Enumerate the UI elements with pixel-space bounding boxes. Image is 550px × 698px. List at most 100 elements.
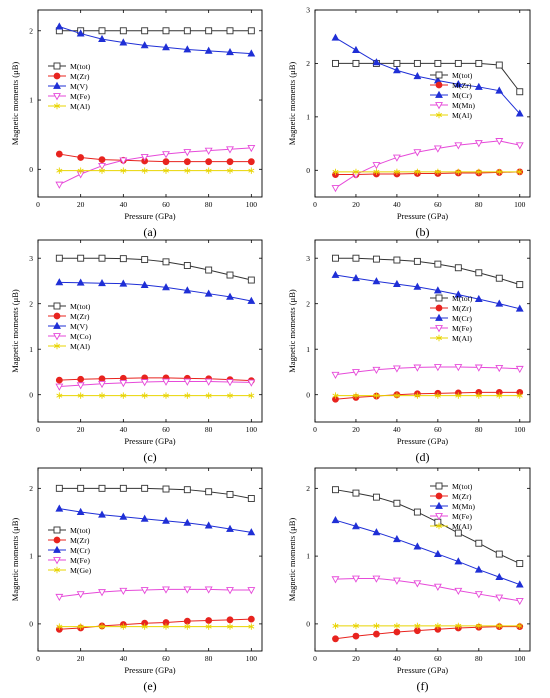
- data-point: [248, 392, 255, 399]
- data-point: [332, 622, 339, 630]
- data-point: [120, 167, 127, 174]
- series-line-3: [335, 274, 520, 310]
- data-point: [393, 256, 401, 264]
- data-point: [434, 59, 442, 67]
- x-tick-label: 40: [120, 200, 128, 209]
- data-point: [183, 586, 192, 594]
- legend-label: M(V): [70, 82, 88, 91]
- legend-marker: [435, 313, 443, 321]
- legend-marker: [435, 71, 443, 79]
- data-point: [495, 550, 503, 558]
- x-axis-label: Pressure (GPa): [124, 436, 175, 446]
- data-point: [205, 266, 213, 274]
- data-point: [77, 167, 84, 174]
- data-point: [392, 577, 401, 585]
- chart-panel-4: 0 20 40 60 80 100 0 1 2 3 Pressure (GPa) Magnetic m…: [287, 239, 531, 464]
- y-axis-label: Magnetic moments (μB): [10, 289, 20, 373]
- legend-label: M(Al): [70, 342, 90, 351]
- data-point: [55, 484, 63, 492]
- data-point: [372, 493, 380, 501]
- data-point: [352, 622, 359, 630]
- y-tick-label: 1: [29, 552, 33, 561]
- data-point: [98, 156, 106, 163]
- legend-marker: [54, 566, 60, 574]
- data-point: [162, 485, 170, 493]
- legend-label: M(tot): [452, 71, 473, 80]
- data-point: [393, 392, 400, 399]
- data-point: [140, 587, 149, 595]
- series-line-3: [335, 519, 520, 586]
- data-point: [455, 392, 462, 399]
- data-point: [474, 140, 483, 148]
- legend-marker: [435, 482, 443, 490]
- legend-marker: [435, 513, 443, 521]
- data-point: [98, 279, 106, 287]
- x-tick-label: 20: [77, 200, 85, 209]
- data-point: [495, 274, 503, 282]
- x-tick-label: 60: [162, 425, 170, 434]
- legend-entry: M(Mn): [430, 501, 475, 511]
- panel-label: (b): [416, 225, 430, 239]
- legend-label: M(Cr): [70, 546, 90, 555]
- data-point: [163, 167, 169, 174]
- data-point: [475, 269, 483, 277]
- data-point: [475, 59, 483, 67]
- data-point: [183, 518, 192, 526]
- chart-panel-2: 0 20 40 60 80 100 0 1 2 3 Pressure (GPa) Magnetic m…: [287, 6, 531, 239]
- legend-entry: M(Zr): [430, 81, 472, 90]
- legend-label: M(Cr): [452, 314, 472, 323]
- panel-label: (a): [143, 225, 156, 239]
- y-tick-label: 2: [29, 299, 33, 308]
- data-point: [515, 304, 524, 312]
- chart-panel-5: 0 20 40 60 80 100 0 1 2 Pressure (GPa) Magnetic mo…: [10, 467, 263, 693]
- data-point: [516, 281, 524, 289]
- legend-entry: M(Al): [48, 342, 90, 351]
- legend-label: M(Fe): [452, 512, 472, 521]
- legend-marker: [54, 342, 60, 350]
- data-point: [77, 484, 85, 492]
- legend-label: M(Al): [452, 522, 472, 531]
- legend-label: M(Fe): [70, 556, 90, 565]
- data-point: [332, 392, 339, 399]
- chart-panel-3: 0 20 40 60 80 100 0 1 2 3 Pressure (GPa) Magnetic m…: [10, 239, 263, 464]
- data-point: [99, 392, 105, 399]
- legend-label: M(Al): [452, 111, 472, 120]
- data-point: [331, 33, 340, 41]
- legend-entry: M(Ge): [48, 566, 92, 575]
- series-line-1: [335, 62, 521, 93]
- legend-label: M(Mn): [452, 502, 475, 511]
- data-point: [227, 623, 233, 630]
- x-tick-label: 40: [393, 425, 401, 434]
- data-point: [413, 59, 421, 67]
- data-point: [372, 366, 381, 375]
- plot-frame: [37, 9, 263, 198]
- data-point: [98, 254, 106, 262]
- legend-marker: [53, 526, 61, 534]
- data-point: [163, 623, 169, 630]
- y-tick-label: 0: [29, 390, 33, 399]
- legend-label: M(Mn): [452, 101, 475, 110]
- x-tick-label: 80: [475, 425, 483, 434]
- data-point: [515, 109, 524, 117]
- data-point: [495, 365, 504, 373]
- data-point: [98, 589, 106, 597]
- data-point: [226, 271, 234, 279]
- legend-marker: [53, 321, 61, 329]
- series-line-2: [335, 171, 520, 176]
- legend-label: M(Zr): [70, 536, 90, 545]
- legend-entry: M(Fe): [48, 556, 90, 565]
- legend-marker: [435, 304, 443, 312]
- x-tick-label: 60: [434, 654, 442, 663]
- series-line-4: [335, 577, 520, 602]
- legend-entry: M(Zr): [48, 72, 90, 81]
- data-point: [56, 392, 63, 399]
- y-axis-label: Magnetic moments (μB): [10, 518, 20, 602]
- legend-entry: M(tot): [48, 526, 91, 535]
- y-tick-label: 1: [29, 345, 33, 354]
- data-point: [119, 27, 127, 35]
- legend-label: M(Zr): [70, 72, 90, 81]
- data-point: [204, 521, 213, 529]
- legend-entry: M(tot): [48, 302, 91, 311]
- data-point: [414, 622, 421, 630]
- x-tick-label: 20: [77, 425, 85, 434]
